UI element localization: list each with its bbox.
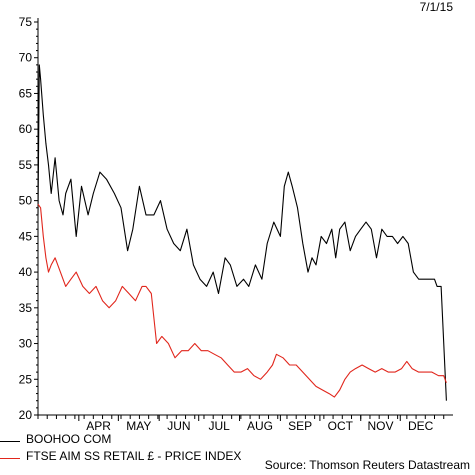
x-tick-label-aug: AUG	[247, 419, 273, 430]
x-tick-label-nov: NOV	[367, 419, 393, 430]
x-tick-label-may: MAY	[126, 419, 151, 430]
series-line-boohoo	[37, 64, 447, 401]
x-tick-label-sep: SEP	[288, 419, 312, 430]
x-tick-label-jul: JUL	[208, 419, 230, 430]
legend-swatch-boohoo	[0, 441, 20, 442]
y-tick-label-20: 20	[19, 408, 33, 422]
legend-label-ftse: FTSE AIM SS RETAIL £ - PRICE INDEX	[26, 449, 242, 463]
chart-date: 7/1/15	[419, 0, 453, 14]
chart-legend: BOOHOO COM FTSE AIM SS RETAIL £ - PRICE …	[0, 431, 241, 465]
y-tick-label-30: 30	[19, 337, 33, 351]
y-tick-label-50: 50	[19, 194, 33, 208]
y-tick-label-25: 25	[19, 372, 33, 386]
x-tick-label-oct: OCT	[328, 419, 354, 430]
y-tick-label-60: 60	[19, 122, 33, 136]
x-tick-label-dec: DEC	[408, 419, 434, 430]
line-chart: 20 25 30 35 40 45 50 55 60 65 70 75 APR MAY JUN JUL AUG S…	[19, 15, 453, 430]
legend-label-boohoo: BOOHOO COM	[26, 432, 112, 446]
y-tick-label-35: 35	[19, 301, 33, 315]
legend-item-ftse: FTSE AIM SS RETAIL £ - PRICE INDEX	[0, 448, 241, 465]
source-note: Source: Thomson Reuters Datastream	[264, 458, 470, 472]
y-tick-label-40: 40	[19, 265, 33, 279]
series-line-ftse	[37, 203, 447, 398]
y-tick-label-45: 45	[19, 229, 33, 243]
y-tick-label-55: 55	[19, 158, 33, 172]
legend-item-boohoo: BOOHOO COM	[0, 431, 241, 448]
x-tick-label-apr: APR	[86, 419, 111, 430]
y-tick-label-65: 65	[19, 86, 33, 100]
y-tick-label-70: 70	[19, 51, 33, 65]
y-tick-label-75: 75	[19, 15, 33, 29]
x-tick-label-jun: JUN	[167, 419, 190, 430]
legend-swatch-ftse	[0, 458, 20, 459]
